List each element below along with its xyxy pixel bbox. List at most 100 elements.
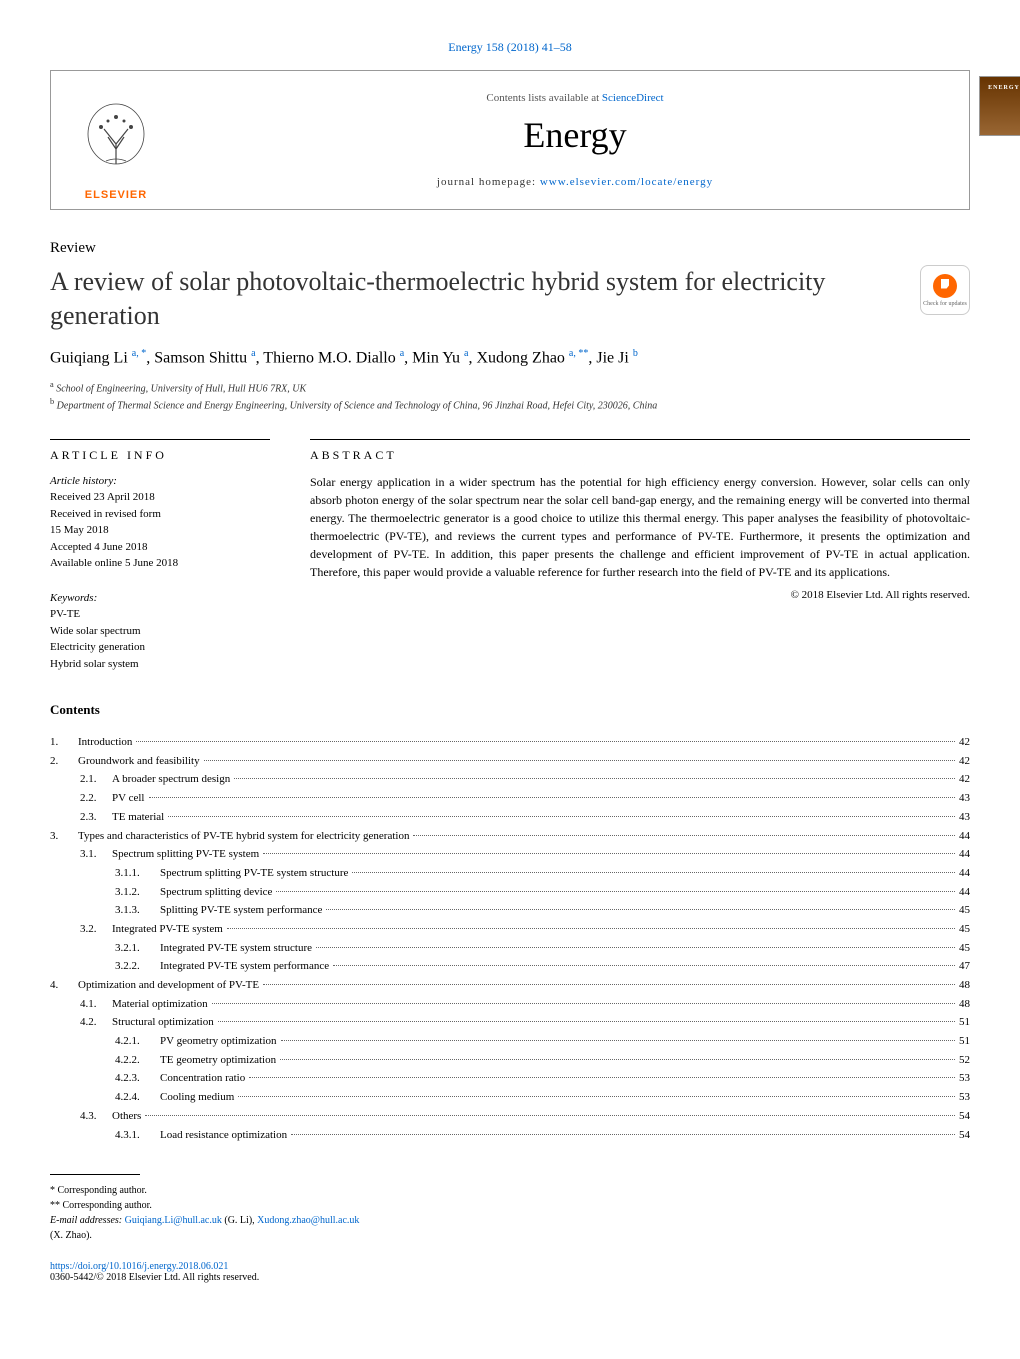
abstract-column: ABSTRACT Solar energy application in a w…: [310, 439, 970, 673]
toc-entry: 3.1.1. Spectrum splitting PV-TE system s…: [50, 864, 970, 883]
toc-dots: [276, 891, 955, 892]
email-link-1[interactable]: Guiqiang.Li@hull.ac.uk: [125, 1215, 222, 1226]
article-history: Article history: Received 23 April 2018R…: [50, 473, 270, 572]
toc-num: 2.3.: [80, 808, 112, 827]
affiliation: b Department of Thermal Science and Ener…: [50, 396, 970, 413]
issn-copyright: 0360-5442/© 2018 Elsevier Ltd. All right…: [50, 1272, 259, 1283]
check-updates-icon: [933, 274, 957, 298]
toc-dots: [227, 928, 955, 929]
journal-ref-link[interactable]: Energy 158 (2018) 41–58: [448, 40, 571, 54]
toc-dots: [263, 853, 955, 854]
toc-dots: [212, 1003, 955, 1004]
toc-entry: 3.2.1. Integrated PV-TE system structure…: [50, 939, 970, 958]
toc-page: 52: [959, 1051, 970, 1070]
elsevier-tree-icon: [76, 99, 156, 189]
toc-num: 2.1.: [80, 770, 112, 789]
toc-dots: [234, 778, 955, 779]
homepage-link[interactable]: www.elsevier.com/locate/energy: [540, 176, 713, 188]
toc-dots: [280, 1059, 955, 1060]
article-info-head: ARTICLE INFO: [50, 439, 270, 463]
email-label: E-mail addresses:: [50, 1215, 122, 1226]
history-line: Received 23 April 2018: [50, 489, 270, 506]
check-updates-badge[interactable]: Check for updates: [920, 265, 970, 315]
toc-title: Spectrum splitting PV-TE system: [112, 845, 259, 864]
energy-cover-thumbnail: ENERGY: [979, 76, 1020, 136]
toc-page: 51: [959, 1013, 970, 1032]
toc-page: 44: [959, 864, 970, 883]
toc-page: 42: [959, 770, 970, 789]
toc-dots: [326, 909, 955, 910]
toc-entry: 2.3. TE material 43: [50, 808, 970, 827]
toc-title: Integrated PV-TE system: [112, 920, 223, 939]
toc-num: 3.2.: [80, 920, 112, 939]
toc-dots: [168, 816, 955, 817]
toc-num: 4.2.4.: [115, 1088, 160, 1107]
article-title: A review of solar photovoltaic-thermoele…: [50, 265, 970, 333]
toc-page: 45: [959, 939, 970, 958]
toc-entry: 3.1. Spectrum splitting PV-TE system 44: [50, 845, 970, 864]
contents-lists-text: Contents lists available at: [486, 92, 599, 104]
toc-num: 2.: [50, 752, 78, 771]
toc-dots: [149, 797, 956, 798]
journal-header: ELSEVIER Contents lists available at Sci…: [50, 70, 970, 210]
toc-title: TE geometry optimization: [160, 1051, 276, 1070]
keywords-label: Keywords:: [50, 590, 270, 607]
email-link-2[interactable]: Xudong.zhao@hull.ac.uk: [257, 1215, 359, 1226]
journal-homepage: journal homepage: www.elsevier.com/locat…: [181, 176, 969, 188]
toc-title: Others: [112, 1107, 141, 1126]
toc-entry: 4. Optimization and development of PV-TE…: [50, 976, 970, 995]
toc-entry: 2. Groundwork and feasibility 42: [50, 752, 970, 771]
info-abstract-row: ARTICLE INFO Article history: Received 2…: [50, 439, 970, 673]
email-paren-2: (X. Zhao).: [50, 1228, 970, 1243]
toc-title: Splitting PV-TE system performance: [160, 901, 322, 920]
history-label: Article history:: [50, 473, 270, 490]
toc-num: 3.2.1.: [115, 939, 160, 958]
cover-text: ENERGY: [988, 85, 1020, 91]
toc-entry: 4.3.1. Load resistance optimization 54: [50, 1126, 970, 1145]
toc-page: 48: [959, 976, 970, 995]
toc-page: 44: [959, 845, 970, 864]
toc-dots: [316, 947, 955, 948]
toc-num: 4.1.: [80, 995, 112, 1014]
toc-entry: 4.3. Others 54: [50, 1107, 970, 1126]
homepage-label: journal homepage:: [437, 176, 536, 188]
toc-num: 3.1.: [80, 845, 112, 864]
abstract-text: Solar energy application in a wider spec…: [310, 473, 970, 581]
toc-entry: 4.2.1. PV geometry optimization 51: [50, 1032, 970, 1051]
toc-num: 4.2.3.: [115, 1069, 160, 1088]
toc-page: 45: [959, 901, 970, 920]
toc-num: 4.3.1.: [115, 1126, 160, 1145]
toc-entry: 3.2.2. Integrated PV-TE system performan…: [50, 957, 970, 976]
affiliation: a School of Engineering, University of H…: [50, 379, 970, 396]
authors-list: Guiqiang Li a, *, Samson Shittu a, Thier…: [50, 348, 970, 367]
toc-entry: 2.1. A broader spectrum design 42: [50, 770, 970, 789]
toc-title: PV geometry optimization: [160, 1032, 277, 1051]
journal-title: Energy: [181, 114, 969, 156]
toc-page: 47: [959, 957, 970, 976]
abstract-copyright: © 2018 Elsevier Ltd. All rights reserved…: [310, 589, 970, 601]
journal-reference: Energy 158 (2018) 41–58: [50, 40, 970, 55]
toc-page: 45: [959, 920, 970, 939]
toc-entry: 2.2. PV cell 43: [50, 789, 970, 808]
doi-link[interactable]: https://doi.org/10.1016/j.energy.2018.06…: [50, 1261, 228, 1272]
toc-dots: [204, 760, 955, 761]
toc-page: 54: [959, 1107, 970, 1126]
corresponding-author-2: ** Corresponding author.: [50, 1198, 970, 1213]
footnote-separator: [50, 1174, 140, 1175]
article-info-column: ARTICLE INFO Article history: Received 2…: [50, 439, 270, 673]
toc-num: 4.3.: [80, 1107, 112, 1126]
keywords-block: Keywords: PV-TEWide solar spectrumElectr…: [50, 590, 270, 673]
sciencedirect-link[interactable]: ScienceDirect: [602, 92, 664, 104]
toc-title: Types and characteristics of PV-TE hybri…: [78, 827, 409, 846]
toc-dots: [263, 984, 955, 985]
toc-dots: [136, 741, 955, 742]
keyword: Hybrid solar system: [50, 656, 270, 673]
table-of-contents: 1. Introduction 42 2. Groundwork and fea…: [50, 733, 970, 1144]
affiliations: a School of Engineering, University of H…: [50, 379, 970, 414]
toc-entry: 3.1.2. Spectrum splitting device 44: [50, 883, 970, 902]
toc-dots: [413, 835, 955, 836]
doi-block: https://doi.org/10.1016/j.energy.2018.06…: [50, 1261, 970, 1283]
abstract-head: ABSTRACT: [310, 439, 970, 463]
toc-page: 44: [959, 883, 970, 902]
toc-title: Introduction: [78, 733, 132, 752]
